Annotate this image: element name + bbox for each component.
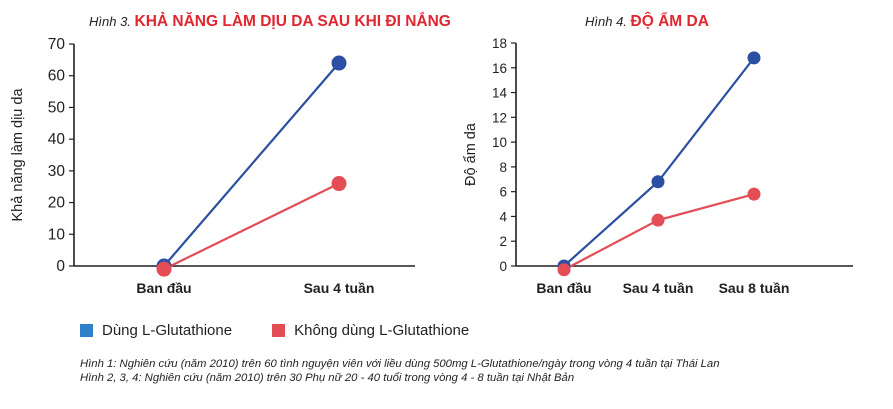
y-tick-label: 50	[48, 99, 66, 116]
legend-swatch-red	[272, 324, 286, 337]
y-tick-label: 12	[492, 110, 507, 125]
data-point-series-0	[651, 175, 665, 189]
y-tick-label: 10	[492, 135, 507, 150]
chart-skin-moisture-svg: Hình 4. ĐỘ ẨM DA 0 2 4 6 8 10 12 14 16 18 Ban đầu Sa…	[463, 12, 853, 296]
chart-skin-soothing-svg: Hình 3. KHẢ NĂNG LÀM DỊU DA SAU KHI ĐI N…	[10, 12, 451, 296]
series-line-1	[163, 182, 340, 271]
y-tick-label: 0	[56, 258, 65, 275]
study-notes: Hình 1: Nghiên cứu (năm 2010) trên 60 tì…	[80, 357, 720, 385]
data-point-series-0	[331, 55, 347, 71]
data-point-series-1	[156, 261, 172, 277]
chart-skin-soothing: Hình 3. KHẢ NĂNG LÀM DỊU DA SAU KHI ĐI N…	[0, 0, 451, 310]
series-line-0	[563, 57, 755, 267]
y-tick-label: 70	[48, 36, 66, 53]
legend-swatch-blue	[80, 324, 93, 337]
legend-label: Không dùng L-Glutathione	[294, 322, 470, 339]
y-tick-label: 4	[499, 209, 507, 224]
data-point-series-1	[331, 176, 347, 192]
y-tick-label: 8	[499, 160, 507, 175]
y-tick-label: 20	[48, 195, 66, 212]
chart-title-prefix: Hình 3.	[89, 14, 135, 29]
chart-title: Hình 3. KHẢ NĂNG LÀM DỊU DA SAU KHI ĐI N…	[89, 12, 450, 30]
chart-skin-moisture: Hình 4. ĐỘ ẨM DA 0 2 4 6 8 10 12 14 16 18 Ban đầu Sa…	[450, 0, 893, 310]
legend: Dùng L-Glutathione Không dùng L-Glutathi…	[80, 322, 509, 339]
study-note-1: Hình 1: Nghiên cứu (năm 2010) trên 60 tì…	[80, 358, 720, 370]
y-tick-label: 30	[48, 163, 66, 180]
chart-title-text: ĐỘ ẨM DA	[631, 12, 709, 30]
legend-label: Dùng L-Glutathione	[102, 322, 233, 339]
chart-title-text: KHẢ NĂNG LÀM DỊU DA SAU KHI ĐI NẮNG	[135, 12, 450, 30]
y-tick-label: 0	[499, 259, 507, 274]
x-tick-label: Sau 8 tuần	[719, 280, 790, 296]
y-tick-label: 18	[492, 36, 507, 51]
data-point-series-0	[747, 51, 761, 65]
y-tick-label: 14	[492, 86, 508, 101]
y-tick-label: 40	[48, 131, 66, 148]
y-tick-label: 16	[492, 61, 507, 76]
series-line-0	[163, 62, 340, 267]
x-tick-label: Sau 4 tuần	[623, 280, 694, 296]
y-axis-label: Khả năng làm dịu da	[10, 88, 26, 222]
chart-title: Hình 4. ĐỘ ẨM DA	[585, 12, 709, 30]
series-line-1	[563, 193, 755, 271]
data-point-series-1	[747, 187, 761, 201]
y-tick-label: 60	[48, 68, 66, 85]
study-note-2: Hình 2, 3, 4: Nghiên cứu (năm 2010) trên…	[80, 372, 575, 384]
legend-item-without-glutathione: Không dùng L-Glutathione	[272, 322, 469, 339]
data-point-series-1	[557, 263, 571, 277]
x-tick-label: Ban đầu	[536, 280, 591, 296]
y-axis-label: Độ ẩm da	[463, 122, 479, 186]
x-tick-label: Sau 4 tuần	[304, 280, 375, 296]
y-tick-label: 2	[499, 234, 507, 249]
legend-item-with-glutathione: Dùng L-Glutathione	[80, 322, 232, 339]
x-tick-label: Ban đầu	[136, 280, 191, 296]
chart-title-prefix: Hình 4.	[585, 14, 631, 29]
y-tick-label: 10	[48, 226, 66, 243]
data-point-series-1	[651, 213, 665, 227]
y-tick-label: 6	[499, 185, 507, 200]
